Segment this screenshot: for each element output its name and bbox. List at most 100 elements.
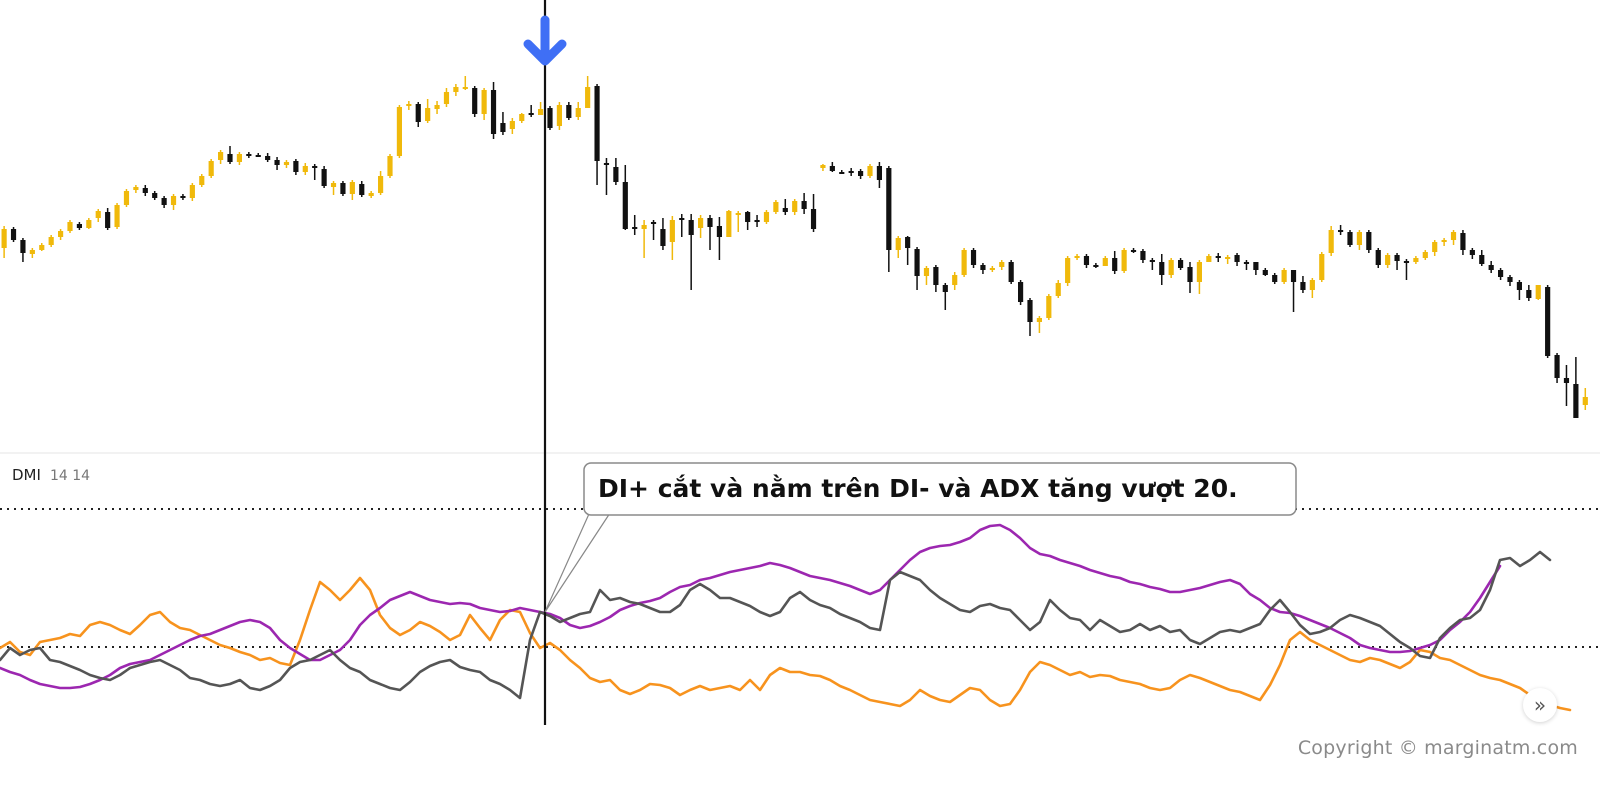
- candle: [1008, 260, 1014, 284]
- candle: [236, 152, 242, 165]
- candle-body: [585, 87, 591, 108]
- candle-body: [1507, 277, 1513, 282]
- candle: [1018, 280, 1024, 305]
- candle: [914, 247, 920, 290]
- candle: [688, 214, 694, 290]
- candle-body: [1196, 262, 1202, 282]
- candle-body: [142, 188, 148, 193]
- candle-body: [199, 176, 205, 185]
- candle: [58, 229, 64, 240]
- candle-body: [1554, 355, 1560, 378]
- candle: [142, 185, 148, 196]
- candle: [1262, 268, 1268, 276]
- candle: [792, 199, 798, 215]
- candle-body: [1243, 262, 1250, 264]
- candle-body: [575, 108, 581, 117]
- candle: [867, 164, 873, 178]
- candle: [1168, 258, 1174, 278]
- candle: [443, 88, 450, 107]
- candle: [829, 162, 835, 172]
- candle: [839, 170, 845, 174]
- candle-body: [1422, 252, 1428, 258]
- candle-body: [406, 104, 412, 106]
- candle: [105, 208, 111, 230]
- candle: [942, 283, 948, 310]
- candle-body: [58, 231, 64, 237]
- candle-body: [622, 182, 628, 229]
- candle: [199, 174, 205, 187]
- candle-body: [1253, 262, 1259, 270]
- candle-body: [1225, 257, 1231, 259]
- candle-body: [745, 212, 751, 222]
- candle: [1112, 251, 1118, 274]
- candle-body: [1159, 262, 1165, 275]
- candle: [1450, 230, 1457, 245]
- candle-body: [152, 193, 158, 198]
- candle-body: [1535, 285, 1541, 299]
- candle: [1526, 285, 1532, 301]
- candle: [170, 194, 177, 210]
- scroll-right-button[interactable]: »: [1523, 688, 1557, 722]
- candle-body: [1498, 270, 1504, 277]
- candle-body: [1046, 296, 1052, 318]
- candle: [95, 209, 101, 222]
- candle-body: [961, 250, 967, 275]
- candle: [1422, 250, 1428, 260]
- candle-body: [773, 202, 779, 212]
- candle-body: [1526, 290, 1532, 298]
- candle-body: [481, 90, 487, 114]
- candle-body: [1366, 232, 1372, 250]
- candle: [1338, 225, 1344, 235]
- candle: [622, 165, 628, 230]
- candle: [1573, 357, 1579, 418]
- candle: [660, 218, 666, 250]
- candle: [961, 248, 967, 277]
- candle: [726, 210, 732, 237]
- candle: [152, 191, 158, 200]
- candle-body: [1112, 258, 1118, 271]
- candle: [189, 183, 195, 201]
- candle-body: [641, 225, 647, 229]
- candle-body: [1460, 233, 1466, 250]
- candle-body: [1403, 261, 1410, 263]
- candle: [970, 248, 977, 268]
- candle-body: [688, 220, 694, 235]
- candle: [679, 214, 685, 237]
- candle: [1206, 254, 1212, 262]
- candle: [255, 153, 261, 157]
- candle: [933, 265, 939, 292]
- candle: [218, 150, 224, 164]
- candle-body: [970, 250, 977, 265]
- candle: [406, 101, 412, 110]
- candle: [1545, 285, 1551, 358]
- candle-body: [989, 268, 995, 270]
- candle-body: [170, 196, 177, 205]
- candle: [575, 102, 581, 120]
- candle-body: [858, 171, 864, 176]
- candle: [1253, 262, 1259, 275]
- candle-body: [1356, 232, 1362, 245]
- price-panel: [1, 76, 1588, 418]
- candle-body: [1488, 265, 1494, 270]
- candle: [274, 157, 280, 170]
- candle: [1488, 261, 1494, 273]
- candle-body: [1347, 232, 1353, 245]
- candle: [905, 236, 911, 265]
- candle-body: [820, 165, 826, 168]
- candle: [1469, 248, 1475, 259]
- candle-body: [632, 227, 638, 229]
- candle: [425, 99, 431, 123]
- candle: [519, 113, 525, 123]
- candle: [999, 260, 1005, 270]
- candle-body: [218, 152, 224, 160]
- candle-body: [1450, 232, 1457, 240]
- candle: [481, 88, 487, 120]
- candle: [547, 106, 553, 130]
- candle: [434, 101, 440, 114]
- candle: [20, 238, 26, 262]
- candle-body: [1319, 254, 1325, 280]
- candle-body: [396, 107, 402, 156]
- candle-body: [707, 218, 713, 227]
- candle-body: [1338, 230, 1344, 232]
